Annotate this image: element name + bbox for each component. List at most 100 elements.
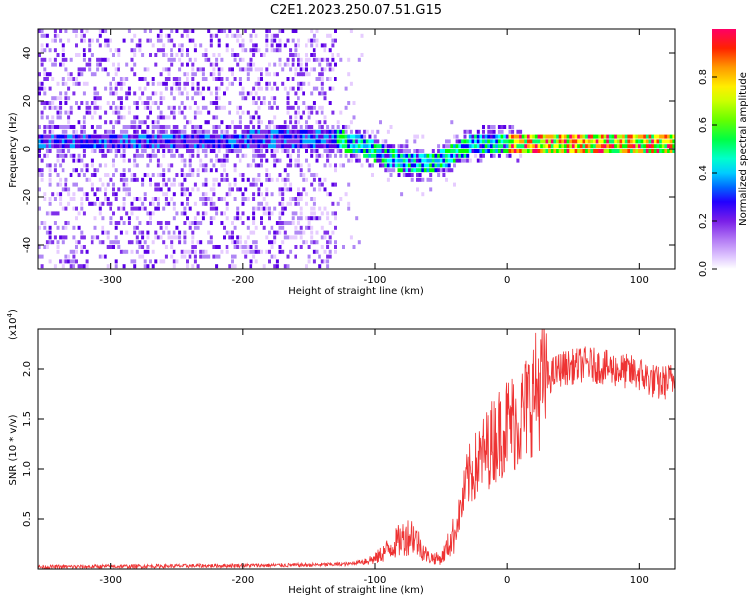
- heatmap-cell: [408, 163, 411, 168]
- heatmap-cell: [151, 43, 155, 48]
- heatmap-cell: [537, 149, 541, 153]
- heatmap-cell: [297, 230, 300, 235]
- heatmap-cell: [170, 105, 174, 110]
- heatmap-cell: [254, 139, 258, 144]
- heatmap-cell: [64, 211, 68, 216]
- heatmap-cell: [138, 144, 142, 149]
- heatmap-cell: [191, 67, 195, 72]
- heatmap-cell: [175, 240, 179, 245]
- heatmap-cell: [471, 144, 475, 149]
- heatmap-cell: [125, 177, 129, 182]
- heatmap-cell: [217, 86, 221, 91]
- heatmap-cell: [326, 240, 330, 245]
- heatmap-cell: [659, 144, 663, 149]
- heatmap-cell: [98, 254, 102, 259]
- x-tick-label: -200: [231, 575, 254, 586]
- heatmap-cell: [571, 139, 575, 144]
- heatmap-cell: [191, 240, 195, 245]
- heatmap-cell: [312, 249, 316, 254]
- heatmap-cell: [275, 72, 279, 77]
- heatmap-cell: [101, 67, 105, 72]
- heatmap-cell: [135, 115, 139, 120]
- heatmap-cell: [503, 134, 507, 139]
- heatmap-cell: [64, 206, 68, 211]
- heatmap-cell: [199, 43, 203, 48]
- heatmap-cell: [328, 153, 332, 158]
- heatmap-cell: [392, 144, 396, 149]
- heatmap-cell: [67, 149, 71, 153]
- heatmap-cell: [125, 62, 129, 67]
- heatmap-cell: [186, 48, 189, 53]
- heatmap-cell: [154, 53, 158, 57]
- heatmap-cell: [231, 149, 234, 153]
- heatmap-cell: [93, 216, 97, 221]
- heatmap-cell: [109, 206, 113, 211]
- heatmap-cell: [40, 57, 44, 62]
- heatmap-cell: [312, 105, 316, 110]
- heatmap-cell: [220, 254, 224, 259]
- heatmap-cell: [231, 110, 234, 115]
- heatmap-cell: [204, 211, 208, 216]
- heatmap-cell: [632, 139, 636, 144]
- heatmap-cell: [109, 177, 113, 182]
- heatmap-cell: [143, 197, 147, 201]
- heatmap-cell: [257, 249, 261, 254]
- heatmap-cell: [233, 149, 237, 153]
- heatmap-cell: [278, 221, 282, 225]
- heatmap-cell: [307, 57, 311, 62]
- heatmap-cell: [188, 144, 192, 149]
- heatmap-cell: [228, 139, 232, 144]
- heatmap-cell: [225, 144, 229, 149]
- heatmap-cell: [199, 245, 203, 249]
- heatmap-cell: [315, 29, 319, 33]
- heatmap-cell: [85, 197, 89, 201]
- heatmap-cell: [265, 72, 269, 77]
- heatmap-cell: [183, 139, 187, 144]
- heatmap-cell: [275, 139, 279, 144]
- heatmap-cell: [82, 125, 86, 129]
- heatmap-cell: [630, 144, 634, 149]
- heatmap-cell: [519, 149, 523, 153]
- heatmap-cell: [265, 177, 269, 182]
- heatmap-cell: [236, 216, 240, 221]
- heatmap-cell: [180, 173, 184, 177]
- heatmap-cell: [289, 67, 293, 72]
- heatmap-cell: [384, 149, 388, 153]
- heatmap-cell: [64, 101, 68, 105]
- heatmap-cell: [233, 225, 237, 230]
- heatmap-cell: [281, 139, 285, 144]
- heatmap-cell: [180, 62, 184, 67]
- heatmap-cell: [67, 163, 71, 168]
- heatmap-cell: [85, 163, 89, 168]
- heatmap-cell: [167, 163, 171, 168]
- heatmap-cell: [553, 139, 557, 144]
- heatmap-cell: [56, 96, 60, 101]
- heatmap-cell: [59, 259, 63, 264]
- heatmap-cell: [204, 77, 208, 81]
- heatmap-cell: [376, 158, 380, 163]
- heatmap-cell: [151, 129, 155, 134]
- heatmap-cell: [77, 187, 81, 192]
- heatmap-cell: [104, 86, 108, 91]
- heatmap-cell: [143, 192, 147, 197]
- heatmap-cell: [558, 139, 562, 144]
- heatmap-cell: [273, 206, 277, 211]
- heatmap-cell: [236, 149, 240, 153]
- heatmap-cell: [437, 149, 441, 153]
- heatmap-cell: [270, 245, 274, 249]
- heatmap-cell: [135, 149, 139, 153]
- heatmap-cell: [468, 149, 472, 153]
- heatmap-cell: [75, 163, 78, 168]
- heatmap-cell: [421, 192, 425, 197]
- heatmap-cell: [283, 33, 287, 38]
- heatmap-cell: [75, 182, 78, 187]
- heatmap-cell: [93, 86, 97, 91]
- heatmap-cell: [408, 149, 411, 153]
- heatmap-cell: [466, 158, 470, 163]
- heatmap-cell: [204, 163, 208, 168]
- heatmap-cell: [93, 144, 97, 149]
- heatmap-cell: [241, 96, 245, 101]
- heatmap-cell: [143, 139, 147, 144]
- heatmap-cell: [310, 216, 314, 221]
- heatmap-cell: [51, 77, 55, 81]
